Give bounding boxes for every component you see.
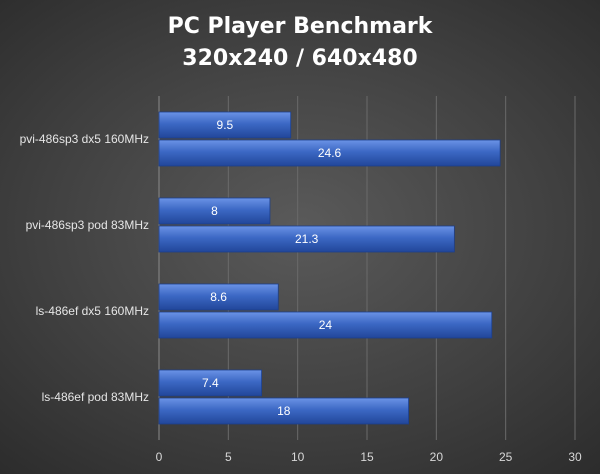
bar-series-1-category-4 bbox=[158, 369, 263, 397]
bar-series-2-category-1 bbox=[158, 139, 501, 167]
bar-series-2-category-2 bbox=[158, 225, 455, 253]
category-label: ls-486ef dx5 160MHz bbox=[36, 304, 149, 318]
bar-series-1-category-2 bbox=[158, 197, 271, 225]
bar-data-label: 8.6 bbox=[210, 290, 227, 304]
bar-series-2-category-4 bbox=[158, 397, 410, 425]
bar-data-label: 21.3 bbox=[295, 232, 319, 246]
bars bbox=[158, 111, 501, 425]
bar-series-1-category-3 bbox=[158, 283, 279, 311]
bar-data-label: 24 bbox=[319, 318, 333, 332]
category-label: pvi-486sp3 pod 83MHz bbox=[26, 218, 149, 232]
chart-title-line-2: 320x240 / 640x480 bbox=[182, 46, 417, 71]
category-label: ls-486ef pod 83MHz bbox=[42, 390, 149, 404]
bar-data-label: 18 bbox=[277, 404, 291, 418]
x-tick-label-25: 25 bbox=[499, 450, 513, 464]
x-tick-label-20: 20 bbox=[430, 450, 444, 464]
labels: 0 5 10 15 20 25 30 pvi-486sp3 dx5 160MHz 9.5 24.6… bbox=[20, 118, 582, 464]
bar-series-2-category-3 bbox=[158, 311, 493, 339]
x-tick-label-30: 30 bbox=[568, 450, 582, 464]
bar-data-label: 9.5 bbox=[217, 118, 234, 132]
bar-data-label: 7.4 bbox=[202, 376, 219, 390]
x-tick-label-0: 0 bbox=[156, 450, 163, 464]
x-tick-label-5: 5 bbox=[225, 450, 232, 464]
category-label: pvi-486sp3 dx5 160MHz bbox=[20, 132, 149, 146]
bar-data-label: 24.6 bbox=[318, 146, 342, 160]
x-tick-label-10: 10 bbox=[291, 450, 305, 464]
x-tick-label-15: 15 bbox=[360, 450, 374, 464]
bar-series-1-category-1 bbox=[158, 111, 292, 139]
chart-title-line-1: PC Player Benchmark bbox=[168, 14, 434, 39]
bar-data-label: 8 bbox=[211, 204, 218, 218]
